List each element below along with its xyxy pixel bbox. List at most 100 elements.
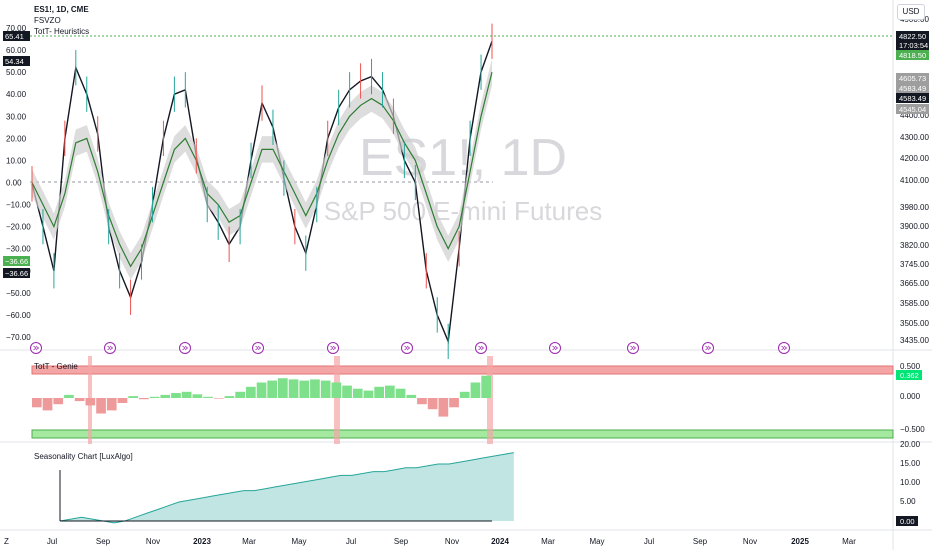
- left-value-tag-text: −36.66: [5, 269, 28, 278]
- right-axis-tick: 3980.00: [900, 203, 929, 212]
- left-value-tag: [3, 56, 30, 66]
- genie-bar: [310, 379, 320, 398]
- indicator-heuristics[interactable]: TotT- Heuristics: [34, 27, 89, 36]
- left-value-tag: [3, 31, 30, 41]
- genie-axis-tick: 0.000: [900, 392, 921, 401]
- seasonality-title[interactable]: Seasonality Chart [LuxAlgo]: [34, 452, 133, 461]
- event-icon[interactable]: [627, 342, 639, 354]
- genie-last-value-tag: [896, 370, 922, 380]
- genie-bar: [64, 394, 74, 398]
- genie-bar: [395, 388, 406, 398]
- genie-bar: [299, 380, 310, 398]
- genie-bar: [438, 398, 449, 417]
- right-axis-tick: 4200.00: [900, 154, 929, 163]
- event-icon[interactable]: [179, 342, 191, 354]
- genie-bar: [267, 380, 277, 398]
- genie-bar: [181, 391, 192, 398]
- right-value-tag: [896, 31, 929, 41]
- genie-bar: [32, 398, 42, 408]
- genie-axis-group: 0.500 0.000 −0.500 0.362: [896, 362, 925, 434]
- indicator-fsvzo[interactable]: FSVZO: [34, 16, 61, 25]
- genie-bar: [53, 398, 64, 405]
- seasonality-axis-tick: 5.00: [900, 497, 916, 506]
- left-value-tag-text: 54.34: [5, 57, 24, 66]
- event-icon[interactable]: [30, 342, 42, 354]
- event-icon[interactable]: [475, 342, 487, 354]
- right-axis-tick: 3745.00: [900, 260, 929, 269]
- seasonality-area-group: [59, 452, 514, 524]
- left-value-tag-text: −36.66: [5, 257, 28, 266]
- event-icon[interactable]: [252, 342, 264, 354]
- right-axis-tick: 3820.00: [900, 241, 929, 250]
- genie-lower-band: [31, 429, 894, 439]
- right-value-tag-text: 4583.49: [899, 94, 926, 103]
- event-icon[interactable]: [778, 342, 790, 354]
- genie-bar: [385, 385, 395, 398]
- right-value-tag-text: 4583.49: [899, 84, 926, 93]
- genie-bar: [342, 385, 352, 398]
- right-axis-tick: 3900.00: [900, 222, 929, 231]
- main-series-group: [31, 23, 493, 360]
- time-axis-tick: Jul: [644, 537, 654, 546]
- symbol-title[interactable]: ES1!, 1D, CME: [34, 5, 89, 14]
- currency-button[interactable]: USD: [897, 4, 925, 20]
- genie-bar: [427, 398, 438, 410]
- genie-axis-tick: 0.500: [900, 362, 921, 371]
- left-axis-tick: 0.00: [6, 179, 22, 188]
- genie-title[interactable]: TotT - Genie: [34, 362, 78, 371]
- genie-bar: [42, 398, 53, 411]
- genie-bar: [235, 391, 245, 398]
- genie-bar: [406, 394, 417, 398]
- genie-highlight: [334, 356, 340, 444]
- time-axis-tick: Sep: [693, 537, 708, 546]
- genie-bar: [203, 396, 213, 398]
- right-axis-tick: 4400.00: [900, 111, 929, 120]
- genie-bar: [352, 388, 363, 398]
- left-axis-tick: 10.00: [6, 156, 27, 165]
- genie-bar: [160, 394, 171, 398]
- time-axis-tick: May: [291, 537, 306, 546]
- time-axis-tick: May: [589, 537, 604, 546]
- time-axis-tick: Mar: [541, 537, 555, 546]
- zone-label[interactable]: Z: [4, 537, 9, 546]
- genie-bar: [331, 382, 342, 398]
- event-icon[interactable]: [401, 342, 413, 354]
- genie-bar: [481, 375, 491, 398]
- time-axis-tick: Nov: [445, 537, 459, 546]
- time-axis-tick: Jul: [346, 537, 356, 546]
- event-icon[interactable]: [327, 342, 339, 354]
- genie-bar: [74, 398, 85, 402]
- seasonality-line: [59, 452, 514, 524]
- left-axis-tick: −20.00: [6, 223, 31, 232]
- genie-bar: [85, 398, 96, 406]
- genie-bar: [320, 380, 331, 398]
- time-axis-tick: Nov: [146, 537, 160, 546]
- left-axis-tick: −10.00: [6, 201, 31, 210]
- right-value-tag: [896, 40, 929, 50]
- right-axis-tick: 3505.00: [900, 319, 929, 328]
- right-value-tag-text: 4822.50: [899, 32, 926, 41]
- left-axis-tick: −70.00: [6, 333, 31, 342]
- event-icons-group[interactable]: [30, 342, 790, 354]
- time-axis-tick: 2025: [791, 537, 809, 546]
- right-tags-group: 4822.5017:03:544818.504605.734583.494583…: [896, 31, 929, 114]
- right-value-tag-text: 4818.50: [899, 51, 926, 60]
- genie-upper-band: [31, 365, 894, 375]
- time-axis-tick: Jul: [47, 537, 57, 546]
- genie-bar: [417, 398, 427, 405]
- event-icon[interactable]: [549, 342, 561, 354]
- genie-bar: [246, 386, 256, 398]
- event-icon[interactable]: [104, 342, 116, 354]
- time-axis-group: Jul Sep Nov 2023 Mar May Jul Sep Nov 2024 Mar May Ju…: [47, 537, 856, 546]
- right-axis-tick: 3585.00: [900, 299, 929, 308]
- genie-bar: [213, 398, 224, 399]
- time-axis-tick: 2023: [193, 537, 211, 546]
- event-icon[interactable]: [702, 342, 714, 354]
- genie-bar: [128, 396, 138, 398]
- genie-bar: [459, 391, 470, 398]
- genie-bar: [256, 382, 267, 398]
- genie-axis-tick: −0.500: [900, 425, 925, 434]
- right-value-tag-text: 4605.73: [899, 74, 926, 83]
